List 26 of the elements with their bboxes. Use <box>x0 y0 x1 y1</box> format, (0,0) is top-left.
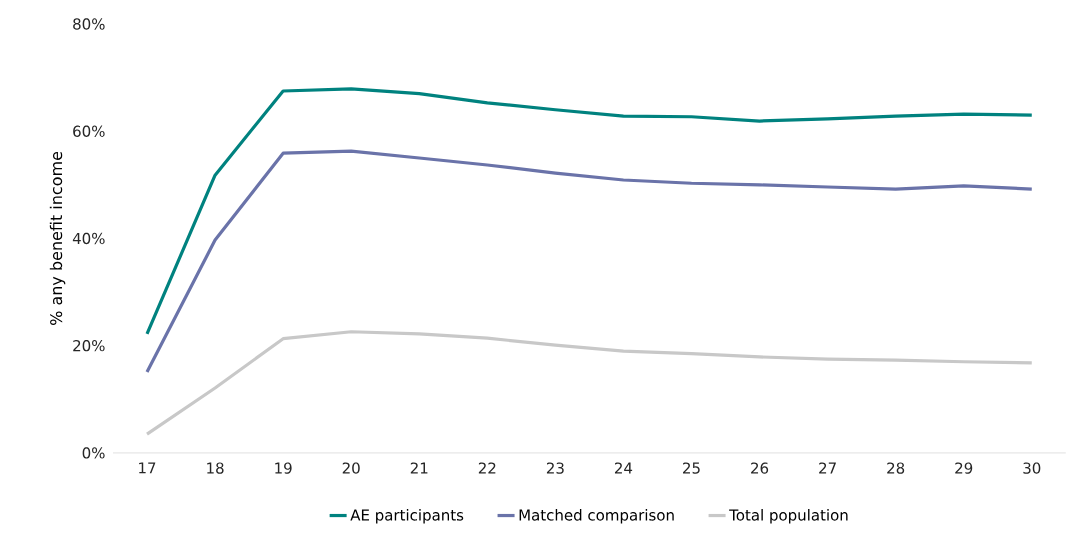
x-tick-label: 27 <box>819 462 836 474</box>
legend-label: Total population <box>729 509 848 524</box>
x-tick-label: 24 <box>614 462 633 474</box>
x-tick-label: 18 <box>207 462 224 474</box>
x-tick-label: 26 <box>751 462 769 474</box>
legend-label: Matched comparison <box>519 509 674 524</box>
x-tick-label: 19 <box>275 462 292 474</box>
y-tick-label: 40% <box>72 232 105 245</box>
y-tick-label: 80% <box>73 18 105 30</box>
line-series <box>145 149 1034 374</box>
x-tick-label: 29 <box>955 462 973 474</box>
x-tick-label: 17 <box>139 462 156 474</box>
x-tick-label: 20 <box>342 462 360 474</box>
x-tick-label: 30 <box>1023 462 1041 474</box>
x-tick-label: 22 <box>478 462 496 474</box>
legend-label: AE participants <box>350 509 464 524</box>
x-tick-label: 23 <box>546 462 564 474</box>
line-series <box>145 330 1034 436</box>
x-tick-label: 21 <box>410 462 428 474</box>
x-tick-label: 25 <box>683 462 700 474</box>
x-tick-label: 28 <box>887 462 905 474</box>
y-tick-label: 0% <box>82 447 105 459</box>
y-axis-title: % any benefit income <box>49 151 66 325</box>
y-tick-label: 60% <box>73 125 105 137</box>
y-tick-label: 20% <box>73 340 105 352</box>
line-series <box>145 87 1034 336</box>
